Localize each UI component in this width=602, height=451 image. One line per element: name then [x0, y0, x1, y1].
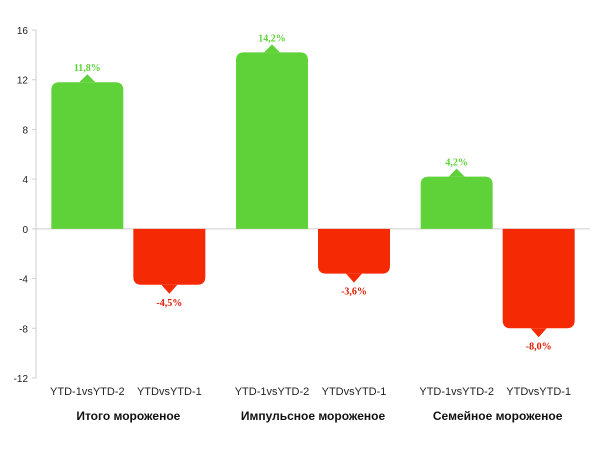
- x-tick-label: YTDvsYTD-1: [506, 386, 571, 398]
- bar-2-1: [236, 52, 308, 229]
- data-label: -3,6%: [341, 287, 367, 298]
- bar-1-2: [133, 228, 206, 285]
- x-tick-label: YTD-1vsYTD-2: [235, 386, 310, 398]
- group-label: Семейное мороженое: [433, 409, 563, 423]
- down-arrow-icon: [161, 284, 178, 294]
- up-arrow-icon: [264, 44, 280, 53]
- y-axis: 16 12 8 4 0 -4 -8 -12: [14, 26, 590, 385]
- data-label: -8,0%: [526, 341, 552, 352]
- y-tick-label: 4: [22, 175, 28, 186]
- bars: [51, 52, 575, 329]
- bar-3-2: [502, 228, 575, 329]
- down-arrow-icon: [346, 273, 362, 283]
- x-tick-label: YTDvsYTD-1: [322, 386, 387, 398]
- data-label: 4,2%: [445, 158, 468, 169]
- data-labels: 11,8% -4,5% 14,2% -3,6% 4,2% -8,0%: [74, 33, 552, 352]
- bar-2-2: [318, 228, 390, 274]
- x-tick-label: YTD-1vsYTD-2: [50, 386, 125, 398]
- up-arrow-icon: [448, 168, 465, 177]
- x-tick-label: YTD-1vsYTD-2: [419, 386, 494, 398]
- y-tick-label: -8: [19, 324, 28, 335]
- down-arrow-icon: [530, 328, 547, 338]
- group-label: Импульсное мороженое: [241, 409, 386, 423]
- y-tick-label: 16: [17, 26, 29, 37]
- x-axis: YTD-1vsYTD-2 YTDvsYTD-1 Итого мороженое YTD…: [50, 386, 571, 423]
- group-label: Итого мороженое: [76, 409, 180, 423]
- data-label: 11,8%: [74, 63, 101, 74]
- y-tick-label: 0: [22, 225, 28, 236]
- up-arrow-icon: [79, 74, 96, 83]
- data-label: 14,2%: [258, 33, 286, 44]
- bar-3-1: [420, 176, 493, 229]
- y-tick-label: -12: [14, 374, 29, 385]
- data-label: -4,5%: [156, 298, 182, 309]
- bar-1-1: [51, 82, 124, 229]
- y-tick-label: -4: [19, 275, 28, 286]
- x-tick-label: YTDvsYTD-1: [137, 386, 202, 398]
- y-tick-label: 8: [22, 125, 28, 136]
- y-tick-label: 12: [17, 76, 29, 87]
